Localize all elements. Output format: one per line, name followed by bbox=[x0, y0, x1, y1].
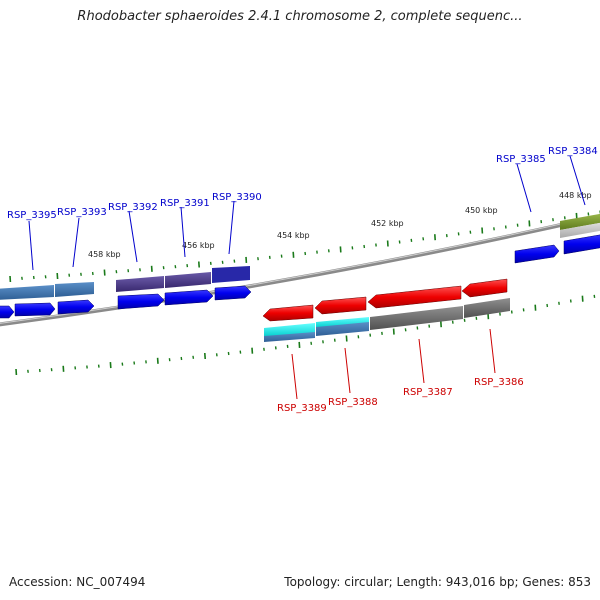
gene-arrow-rsp-3384[interactable] bbox=[563, 234, 600, 255]
scale-label-456: 456 kbp bbox=[182, 241, 215, 250]
cog-bar-rsp-3391 bbox=[165, 272, 211, 288]
scale-label-452: 452 kbp bbox=[371, 219, 404, 228]
cog-bar-rsp-3386 bbox=[464, 298, 510, 318]
gene-label-rsp-3386[interactable]: RSP_3386 bbox=[474, 377, 524, 388]
gene-label-rsp-3389[interactable]: RSP_3389 bbox=[277, 403, 327, 414]
leader-rsp-3384 bbox=[569, 155, 586, 206]
gene-arrow-rsp-3390[interactable] bbox=[214, 285, 252, 301]
scale-label-450: 450 kbp bbox=[465, 206, 498, 215]
gene-label-rsp-3393[interactable]: RSP_3393 bbox=[57, 207, 107, 218]
leader-rsp-3386 bbox=[489, 328, 496, 374]
gene-label-rsp-3385[interactable]: RSP_3385 bbox=[496, 154, 546, 165]
cog-bar-rsp-3388-shade bbox=[316, 322, 369, 336]
gene-label-rsp-3384[interactable]: RSP_3384 bbox=[548, 146, 598, 157]
gene-arrow-rsp-3391[interactable] bbox=[164, 289, 214, 306]
gene-label-rsp-3392[interactable]: RSP_3392 bbox=[108, 202, 158, 213]
topology-summary: Topology: circular; Length: 943,016 bp; … bbox=[284, 575, 591, 589]
gene-label-rsp-3395[interactable]: RSP_3395 bbox=[7, 210, 57, 221]
leader-rsp-3387 bbox=[418, 338, 425, 384]
leader-rsp-3391 bbox=[180, 206, 186, 258]
scale-label-458: 458 kbp bbox=[88, 250, 121, 259]
gene-label-rsp-3387[interactable]: RSP_3387 bbox=[403, 387, 453, 398]
gene-arrow-rsp-3387[interactable] bbox=[367, 285, 462, 309]
gene-arrow-rsp-3395[interactable] bbox=[0, 305, 15, 319]
gene-arrow-rsp-3388[interactable] bbox=[314, 296, 367, 315]
leader-rsp-3395 bbox=[28, 220, 34, 271]
leader-rsp-3392 bbox=[128, 210, 138, 263]
gene-arrow-rsp-3389[interactable] bbox=[262, 304, 314, 322]
leader-rsp-3389 bbox=[291, 353, 298, 400]
cog-bar-rsp-3388 bbox=[316, 317, 369, 328]
cog-bar-rsp-3384 bbox=[560, 213, 600, 230]
leader-rsp-3385 bbox=[516, 163, 532, 213]
scale-label-448: 448 kbp bbox=[559, 191, 592, 200]
cog-bar-rsp-3393 bbox=[55, 282, 94, 297]
gene-arrow-rsp-3394[interactable] bbox=[14, 302, 56, 317]
scale-label-454: 454 kbp bbox=[277, 231, 310, 240]
cog-bar-rsp-3389-shade bbox=[264, 332, 315, 342]
cog-bar-rsp-3392 bbox=[116, 276, 164, 292]
cog-bar-rsp-3395 bbox=[0, 285, 54, 300]
map-title: Rhodobacter sphaeroides 2.4.1 chromosome… bbox=[77, 9, 523, 24]
gene-label-rsp-3388[interactable]: RSP_3388 bbox=[328, 397, 378, 408]
cog-bar-rsp-3384-shade bbox=[560, 222, 600, 238]
leader-rsp-3388 bbox=[344, 347, 351, 394]
gene-arrow-rsp-3386[interactable] bbox=[461, 278, 508, 298]
gene-label-rsp-3390[interactable]: RSP_3390 bbox=[212, 192, 262, 203]
backbone bbox=[0, 214, 600, 327]
leader-rsp-3390 bbox=[228, 200, 235, 255]
scale-ticks-lower bbox=[15, 294, 596, 376]
scale-ticks-upper bbox=[9, 210, 600, 283]
gene-label-rsp-3391[interactable]: RSP_3391 bbox=[160, 198, 210, 209]
gene-arrow-rsp-3392[interactable] bbox=[117, 293, 165, 310]
accession-text: Accession: NC_007494 bbox=[9, 575, 146, 589]
gene-arrow-rsp-3393[interactable] bbox=[57, 299, 95, 315]
cog-bar-rsp-3387 bbox=[370, 306, 463, 330]
cog-bar-rsp-3390 bbox=[212, 266, 250, 283]
leader-rsp-3393 bbox=[72, 217, 80, 268]
gene-arrow-rsp-3385[interactable] bbox=[514, 244, 560, 264]
